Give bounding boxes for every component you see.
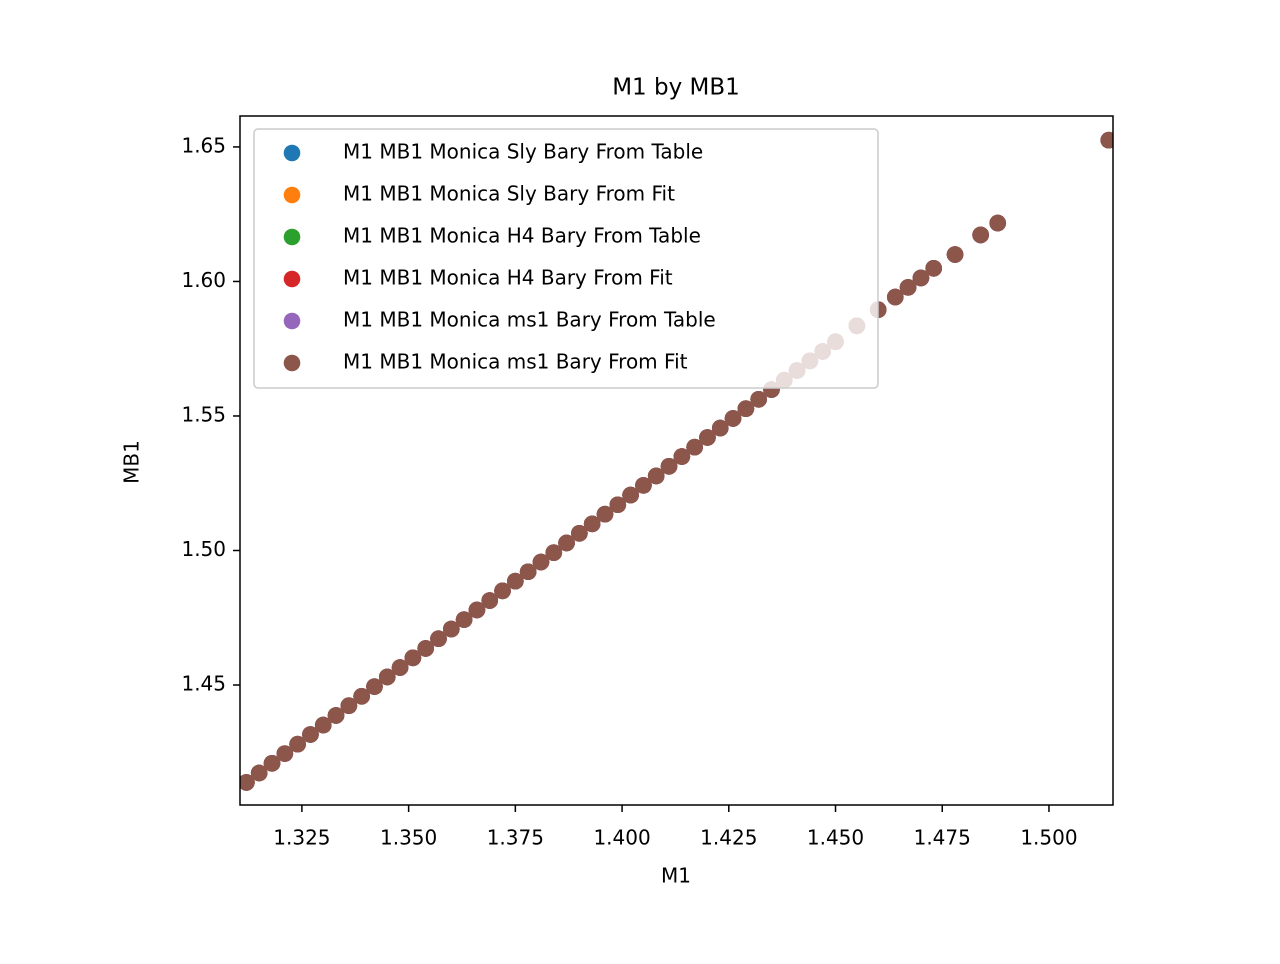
legend-marker xyxy=(283,228,301,246)
legend-box xyxy=(253,128,879,389)
point xyxy=(946,246,964,263)
point xyxy=(404,649,422,667)
point xyxy=(622,486,639,504)
point xyxy=(1100,131,1113,149)
point xyxy=(250,764,268,782)
chart-title: M1 by MB1 xyxy=(612,75,740,101)
point xyxy=(635,477,652,494)
point xyxy=(314,716,332,734)
legend-label: M1 MB1 Monica H4 Bary From Fit xyxy=(343,266,673,290)
point xyxy=(378,668,396,686)
point xyxy=(724,410,742,427)
point xyxy=(443,620,460,638)
point xyxy=(912,269,930,287)
legend-label: M1 MB1 Monica H4 Bary From Table xyxy=(343,224,701,248)
legend-label: M1 MB1 Monica ms1 Bary From Table xyxy=(343,308,716,332)
point xyxy=(302,726,319,743)
x-tick-label: 1.350 xyxy=(380,826,437,850)
point xyxy=(340,697,358,715)
point xyxy=(366,678,383,695)
point xyxy=(647,467,665,485)
legend-marker xyxy=(283,312,301,330)
point xyxy=(899,279,917,296)
point xyxy=(711,419,729,437)
point xyxy=(699,429,716,446)
x-tick-label: 1.450 xyxy=(807,826,864,850)
point xyxy=(571,524,588,542)
x-tick-label: 1.325 xyxy=(273,826,330,850)
x-tick-label: 1.500 xyxy=(1020,826,1077,850)
y-axis-label: MB1 xyxy=(120,440,144,484)
point xyxy=(263,754,281,772)
y-tick-label: 1.45 xyxy=(181,672,226,696)
x-tick-label: 1.375 xyxy=(487,826,544,850)
legend-marker xyxy=(283,186,301,204)
point xyxy=(989,214,1007,232)
x-axis-label: M1 xyxy=(661,864,691,888)
y-tick-label: 1.55 xyxy=(181,402,226,426)
point xyxy=(276,745,294,762)
point xyxy=(886,288,904,306)
point xyxy=(583,515,601,533)
point xyxy=(545,544,563,561)
x-tick-label: 1.400 xyxy=(593,826,650,850)
point xyxy=(596,505,614,523)
point xyxy=(430,630,447,648)
point xyxy=(737,400,755,418)
point xyxy=(609,496,627,514)
point xyxy=(417,640,434,657)
point xyxy=(750,390,767,408)
point xyxy=(673,448,691,465)
point xyxy=(558,534,575,552)
point xyxy=(925,259,943,277)
point xyxy=(532,553,550,571)
y-tick-label: 1.50 xyxy=(181,537,226,561)
point xyxy=(391,659,409,676)
y-tick-label: 1.60 xyxy=(181,268,226,292)
point xyxy=(455,611,473,628)
point xyxy=(686,438,703,456)
legend-marker xyxy=(283,144,301,162)
point xyxy=(353,688,370,705)
point xyxy=(494,582,511,600)
point xyxy=(240,774,255,791)
legend-marker xyxy=(283,354,301,372)
point xyxy=(289,735,306,753)
legend-label: M1 MB1 Monica ms1 Bary From Fit xyxy=(343,350,688,374)
legend-label: M1 MB1 Monica Sly Bary From Fit xyxy=(343,182,675,206)
point xyxy=(519,563,537,581)
point xyxy=(660,457,678,475)
x-tick-label: 1.425 xyxy=(700,826,757,850)
legend-label: M1 MB1 Monica Sly Bary From Table xyxy=(343,140,703,164)
point xyxy=(468,601,486,619)
y-tick-label: 1.65 xyxy=(181,133,226,157)
point xyxy=(327,707,345,724)
x-tick-label: 1.475 xyxy=(914,826,971,850)
legend-marker xyxy=(283,270,301,288)
plot-frame xyxy=(239,115,1114,806)
point xyxy=(507,572,524,590)
point xyxy=(481,592,499,609)
point xyxy=(972,226,989,244)
